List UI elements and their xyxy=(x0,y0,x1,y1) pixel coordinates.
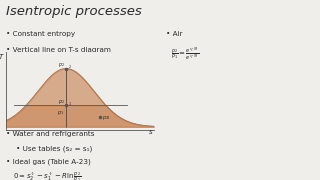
Text: • Ideal gas (Table A-23): • Ideal gas (Table A-23) xyxy=(6,158,91,165)
Text: T: T xyxy=(0,54,3,60)
Text: s: s xyxy=(149,129,153,135)
Text: $_{2}$: $_{2}$ xyxy=(68,64,72,71)
Text: $\frac{p_2}{p_1} = \frac{e^{s_2^\circ/R}}{e^{s_1^\circ/R}}$: $\frac{p_2}{p_1} = \frac{e^{s_2^\circ/R}… xyxy=(171,47,199,63)
Text: Isentropic processes: Isentropic processes xyxy=(6,5,142,18)
Text: $p_3$: $p_3$ xyxy=(102,114,109,122)
Text: $0 = s_2^\circ - s_1^\circ - R\ln\frac{p_2}{p_1}$: $0 = s_2^\circ - s_1^\circ - R\ln\frac{p… xyxy=(13,171,81,180)
Text: • Vertical line on T-s diagram: • Vertical line on T-s diagram xyxy=(6,47,111,53)
Text: • Constant entropy: • Constant entropy xyxy=(6,31,76,37)
Text: • Use tables (s₂ = s₁): • Use tables (s₂ = s₁) xyxy=(16,146,92,152)
Text: $_{1}$: $_{1}$ xyxy=(68,101,72,108)
Text: • Water and refrigerants: • Water and refrigerants xyxy=(6,131,95,137)
Text: • Air: • Air xyxy=(166,31,183,37)
Text: $p_2$: $p_2$ xyxy=(58,98,65,106)
Text: $_{3}$: $_{3}$ xyxy=(106,114,110,122)
Text: $p_1$: $p_1$ xyxy=(57,109,63,117)
Text: $p_2$: $p_2$ xyxy=(58,61,65,69)
